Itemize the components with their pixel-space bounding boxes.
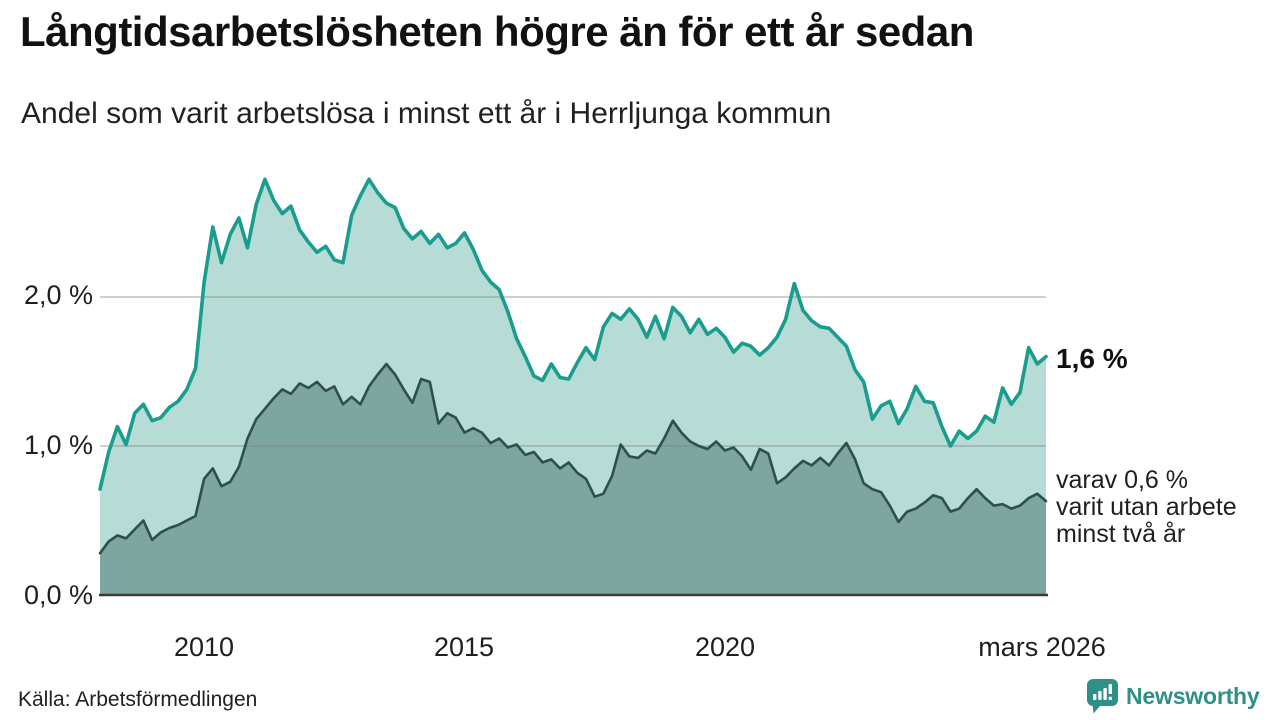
source-note: Källa: Arbetsförmedlingen [18, 688, 258, 711]
x-axis-tick-mars-2026: mars 2026 [978, 632, 1106, 662]
secondary-series-label-line1: varav 0,6 % [1056, 466, 1189, 494]
page-title: Långtidsarbetslösheten högre än för ett … [20, 8, 974, 55]
latest-value-label: 1,6 % [1056, 343, 1128, 374]
secondary-series-label-line3: minst två år [1056, 520, 1186, 548]
y-axis-tick-0: 0,0 % [23, 580, 93, 610]
secondary-series-label: varav 0,6 % varit utan arbete minst två … [1056, 467, 1237, 548]
x-axis-tick-2010: 2010 [173, 632, 235, 662]
page-subtitle: Andel som varit arbetslösa i minst ett å… [21, 97, 832, 130]
newsworthy-branding: Newsworthy [1086, 678, 1260, 714]
y-axis-tick-2: 2,0 % [23, 280, 93, 310]
secondary-series-label-line2: varit utan arbete [1056, 493, 1237, 521]
y-axis-tick-1: 1,0 % [23, 430, 93, 460]
x-axis-tick-2015: 2015 [433, 632, 495, 662]
newsworthy-wordmark: Newsworthy [1126, 682, 1260, 709]
newsworthy-chart-bubble-icon [1087, 679, 1118, 714]
x-axis-tick-2020: 2020 [694, 632, 756, 662]
